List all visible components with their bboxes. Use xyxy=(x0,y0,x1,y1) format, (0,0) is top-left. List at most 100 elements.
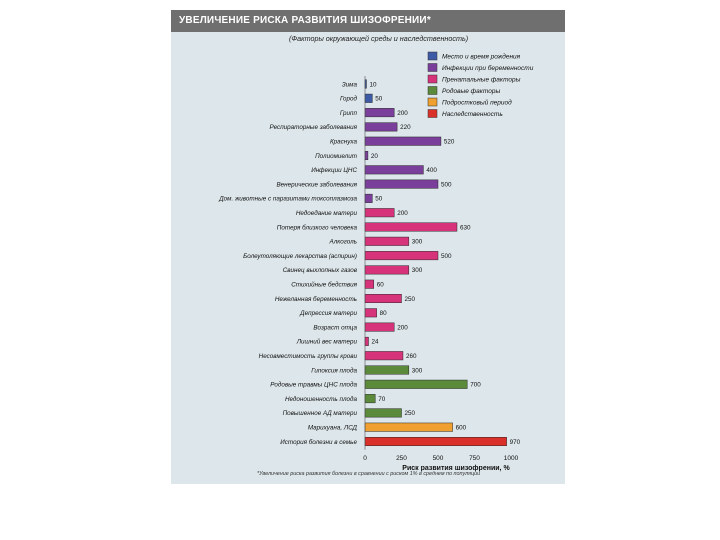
bar xyxy=(364,351,404,361)
data-label: 600 xyxy=(456,425,467,432)
category-label: Нежеланная беременность xyxy=(275,295,357,303)
legend-label: Место и время рождения xyxy=(442,53,521,61)
data-label: 300 xyxy=(412,239,423,246)
category-label: Алкоголь xyxy=(329,239,358,246)
category-label: Недоношенность плода xyxy=(285,395,358,403)
data-label: 200 xyxy=(397,210,408,217)
category-label: Зима xyxy=(342,81,358,88)
legend-swatch xyxy=(427,74,438,84)
bar xyxy=(364,294,402,303)
bar xyxy=(364,165,424,175)
data-label: 10 xyxy=(369,81,377,88)
category-label: Депрессия матери xyxy=(299,310,357,317)
data-label: 500 xyxy=(441,253,452,260)
bar xyxy=(364,379,468,389)
data-label: 700 xyxy=(470,382,481,389)
chart-title: УВЕЛИЧЕНИЕ РИСКА РАЗВИТИЯ ШИЗОФРЕНИИ* xyxy=(179,15,431,26)
x-tick-label: 1000 xyxy=(504,455,519,462)
bar xyxy=(364,193,373,203)
legend-label: Родовые факторы xyxy=(442,87,500,95)
chart-footnote: *Увеличение риска развития болезни в сра… xyxy=(257,471,481,477)
bar xyxy=(364,151,369,160)
category-label: Потеря близкого человека xyxy=(277,223,358,231)
bar xyxy=(364,179,439,189)
category-label: Недоедание матери xyxy=(296,209,358,217)
category-label: Краснуха xyxy=(330,139,358,146)
legend-swatch xyxy=(427,86,438,95)
legend-swatch xyxy=(427,51,438,61)
data-label: 20 xyxy=(371,153,379,160)
bar-chart: Место и время рождения Инфекции при берем… xyxy=(218,51,534,472)
x-tick-label: 500 xyxy=(433,455,444,462)
category-label: Свинец выхлопных газов xyxy=(283,267,358,274)
title-bar: УВЕЛИЧЕНИЕ РИСКА РАЗВИТИЯ ШИЗОФРЕНИИ* xyxy=(171,10,565,32)
data-label: 260 xyxy=(406,353,417,360)
legend-label: Подростковый период xyxy=(442,99,512,107)
category-label: Полиомиелит xyxy=(315,153,357,160)
legend-swatch xyxy=(427,109,438,118)
bar xyxy=(364,208,395,218)
category-label: Респираторные заболевания xyxy=(269,123,357,131)
x-tick-label: 750 xyxy=(469,455,480,462)
bar xyxy=(364,336,369,346)
bar xyxy=(364,422,453,432)
category-label: Дом. животные с паразитами токсоплазмоза xyxy=(218,196,357,203)
data-label: 300 xyxy=(412,367,423,374)
category-label: Гипоксия плода xyxy=(311,366,357,374)
legend-swatch xyxy=(427,97,438,107)
category-label: Город xyxy=(340,95,358,103)
bar xyxy=(364,265,410,275)
data-label: 970 xyxy=(510,439,521,446)
data-label: 400 xyxy=(426,167,437,174)
legend-label: Инфекции при беременности xyxy=(442,64,534,72)
category-label: Грипп xyxy=(340,110,358,117)
data-label: 630 xyxy=(460,224,471,231)
legend-label: Наследственность xyxy=(442,110,503,118)
category-label: Венерические заболевания xyxy=(276,180,357,188)
data-label: 80 xyxy=(380,310,388,317)
data-label: 200 xyxy=(397,110,408,117)
data-label: 60 xyxy=(377,282,385,289)
data-label: 250 xyxy=(405,296,416,303)
legend-swatch xyxy=(427,63,438,72)
data-label: 200 xyxy=(397,324,408,331)
bar xyxy=(364,279,375,289)
x-tick-label: 250 xyxy=(396,455,407,462)
category-label: Инфекции ЦНС xyxy=(311,167,357,174)
bar xyxy=(364,108,395,118)
bar xyxy=(364,122,398,132)
data-label: 70 xyxy=(378,396,386,403)
bar xyxy=(364,136,442,146)
category-label: Родовые травмы ЦНС плода xyxy=(270,381,357,389)
bar xyxy=(364,93,373,103)
category-label: Лишний вес матери xyxy=(296,338,358,346)
bar xyxy=(364,236,410,246)
bar xyxy=(364,437,507,446)
x-axis-label: Риск развития шизофрении, % xyxy=(402,465,510,472)
category-label: Несовместимость группы крови xyxy=(259,353,358,360)
chart-panel: УВЕЛИЧЕНИЕ РИСКА РАЗВИТИЯ ШИЗОФРЕНИИ* (Ф… xyxy=(171,10,565,484)
data-label: 50 xyxy=(375,196,383,203)
bar xyxy=(364,408,402,418)
data-label: 520 xyxy=(444,139,455,146)
bar xyxy=(364,251,439,261)
category-label: Возраст отца xyxy=(313,324,357,331)
bar xyxy=(364,365,410,375)
data-label: 50 xyxy=(375,96,383,103)
category-label: Болеутоляющие лекарства (аспирин) xyxy=(243,253,357,260)
data-label: 300 xyxy=(412,267,423,274)
data-label: 500 xyxy=(441,181,452,188)
bar xyxy=(364,308,377,318)
legend-label: Пренатальные факторы xyxy=(442,77,521,84)
data-label: 250 xyxy=(405,410,416,417)
bar xyxy=(364,322,395,332)
category-label: Повышенное АД матери xyxy=(283,410,358,417)
category-label: Стихийные бедствия xyxy=(291,281,357,289)
x-tick-label: 0 xyxy=(363,455,367,462)
bar xyxy=(364,394,376,404)
data-label: 220 xyxy=(400,124,411,131)
category-label: История болезни в семье xyxy=(280,438,357,446)
chart-subtitle: (Факторы окружающей среды и наследственн… xyxy=(289,34,469,43)
bar xyxy=(364,222,458,232)
category-label: Марихуана, ЛСД xyxy=(308,425,358,432)
